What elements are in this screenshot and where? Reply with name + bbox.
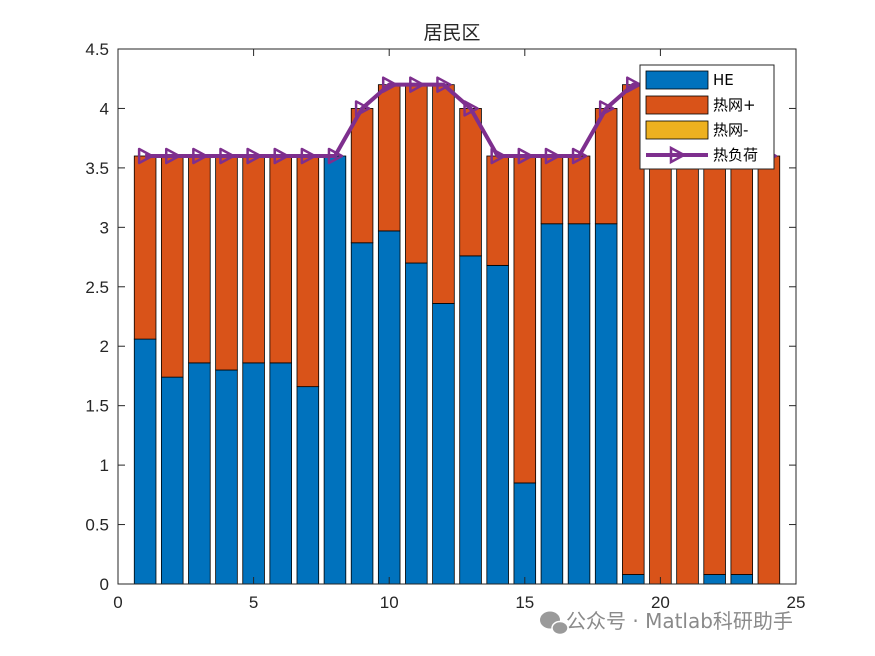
bar-1-17 [567,223,591,585]
line-marker-5 [246,147,262,165]
bar-1-4 [215,369,238,585]
wechat-icon [540,611,569,636]
x-tick-label: 10 [380,593,399,612]
bar-1-18 [594,223,618,585]
line-marker-4 [219,147,235,165]
bar-2-15 [513,155,537,484]
x-tick-label: 15 [515,593,534,612]
bar-1-22 [703,574,726,585]
line-marker-16 [544,147,561,165]
bar-1-23 [730,574,754,585]
line-marker-19 [626,76,642,93]
bar-1-3 [188,362,211,585]
bar-2-17 [567,155,591,225]
line-marker-7 [300,147,317,165]
line-marker-8 [327,147,344,165]
line-marker-1 [137,147,154,165]
watermark-text: 公众号 · Matlab科研助手 [566,609,793,633]
line-marker-11 [409,76,425,93]
bar-1-5 [242,362,265,585]
bar-2-11 [405,84,428,264]
legend-label-1: HE [713,71,734,89]
line-marker-3 [192,147,208,165]
legend-label-3: 热网- [713,121,748,139]
legend-marker [669,145,687,165]
legend-swatch-2 [645,95,709,115]
bar-1-7 [296,386,320,585]
y-tick-label: 0.5 [85,516,109,535]
bar-1-11 [405,262,428,585]
bar-2-3 [188,155,211,364]
axes-box [117,48,797,585]
legend-swatch-3 [645,120,709,140]
x-tick-label: 20 [651,593,670,612]
line-marker-18 [598,100,615,117]
bar-1-6 [269,362,292,585]
line-marker-10 [381,76,398,93]
watermark: 公众号 · Matlab科研助手 [540,609,793,636]
y-tick-label: 0 [100,575,109,594]
x-tick-label: 5 [249,593,258,612]
bar-1-19 [622,574,645,585]
bar-1-10 [377,230,401,585]
y-tick-label: 4.5 [85,40,109,59]
axes: 0 0.5 1 1.5 2 2.5 3 3.5 4 4.5 0 5 10 15 20 25 [85,40,805,612]
bar-2-14 [486,155,509,266]
bar-1-1 [133,338,157,585]
bar-1-16 [540,223,564,585]
bar-2-6 [269,155,292,364]
bar-1-9 [350,242,374,585]
y-tick-label: 3.5 [85,159,109,178]
bar-1-13 [459,255,482,585]
bar-2-23 [730,155,754,575]
bar-2-12 [432,84,455,304]
y-tick-label: 4 [100,99,109,118]
bar-1-2 [160,376,184,585]
chart-title: 居民区 [423,22,480,44]
line-marker-13 [463,100,479,117]
y-tick-label: 2.5 [85,278,109,297]
y-tick-label: 1.5 [85,397,109,416]
line-marker-14 [490,147,506,165]
legend-label-4: 热负荷 [713,146,758,164]
bar-2-24 [757,155,781,585]
bar-2-7 [296,155,320,388]
line-marker-15 [517,147,534,165]
bar-1-14 [486,264,509,585]
bar-2-5 [242,155,265,364]
legend-label-2: 热网+ [713,96,756,114]
bar-2-9 [350,108,374,244]
bar-1-12 [432,303,455,585]
line-marker-6 [273,147,289,165]
bar-2-1 [133,155,157,340]
y-tick-label: 2 [100,337,109,356]
wechat-bubble-small [551,620,569,636]
x-tick-label: 0 [113,593,122,612]
legend: HE 热网+ 热网- 热负荷 [639,64,775,170]
line-marker-9 [354,100,371,117]
y-tick-label: 1 [100,456,109,475]
line-marker-2 [164,147,181,165]
line-marker-17 [571,147,588,165]
legend-swatch-1 [645,70,709,90]
bar-layer [133,84,781,585]
bar-2-2 [160,155,184,378]
bar-2-16 [540,155,564,225]
line-marker-12 [436,76,452,93]
bar-1-8 [323,155,347,585]
bar-1-15 [513,482,537,585]
bar-2-4 [215,155,238,371]
bar-2-10 [377,84,401,232]
y-tick-label: 3 [100,218,109,237]
x-tick-label: 25 [787,593,806,612]
bar-2-13 [459,108,482,257]
